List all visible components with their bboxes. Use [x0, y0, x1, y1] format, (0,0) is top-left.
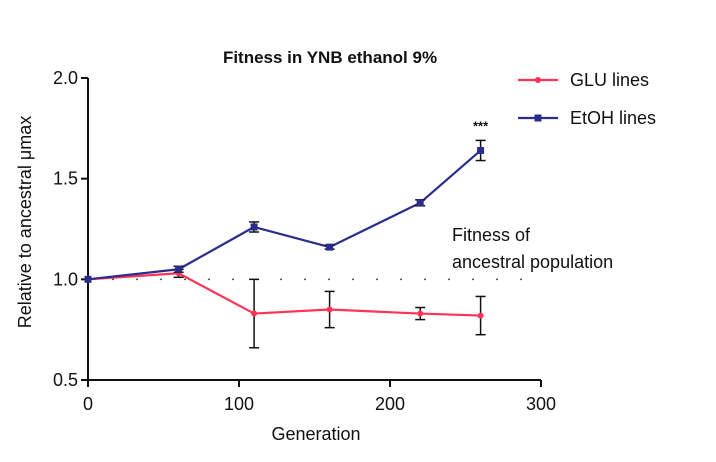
data-point	[477, 146, 485, 154]
y-tick-label: 0.5	[53, 370, 78, 390]
x-tick-label: 100	[224, 394, 254, 414]
y-tick-label: 1.5	[53, 169, 78, 189]
data-point	[326, 243, 334, 251]
legend-swatch-marker	[534, 114, 542, 122]
data-point	[175, 265, 183, 273]
legend-label: GLU lines	[570, 70, 649, 90]
y-tick-label: 1.0	[53, 269, 78, 289]
data-point	[251, 310, 258, 317]
y-axis-label: Relative to ancestral μmax	[15, 116, 35, 328]
series-line	[87, 149, 482, 281]
data-point	[417, 310, 424, 317]
data-point	[416, 199, 424, 207]
legend-swatch-marker	[535, 77, 541, 83]
chart-title: Fitness in YNB ethanol 9%	[223, 48, 437, 67]
data-point	[477, 312, 484, 319]
plot-layer: 0 100 200 300 0.5 1.0 1.5 2.0 Fitness of ancestra…	[53, 68, 656, 414]
x-tick-label: 0	[83, 394, 93, 414]
reference-label: Fitness of ancestral population	[452, 225, 613, 272]
significance-marker: ***	[473, 118, 489, 133]
reference-label-line: ancestral population	[452, 252, 613, 272]
series-line	[87, 272, 481, 317]
y-tick-label: 2.0	[53, 68, 78, 88]
data-point	[84, 275, 92, 283]
x-tick-label: 300	[526, 394, 556, 414]
data-point	[326, 306, 333, 313]
reference-label-line: Fitness of	[452, 225, 531, 245]
x-axis-label: Generation	[271, 424, 360, 444]
data-point	[250, 223, 258, 231]
x-tick-label: 200	[375, 394, 405, 414]
legend-label: EtOH lines	[570, 108, 656, 128]
